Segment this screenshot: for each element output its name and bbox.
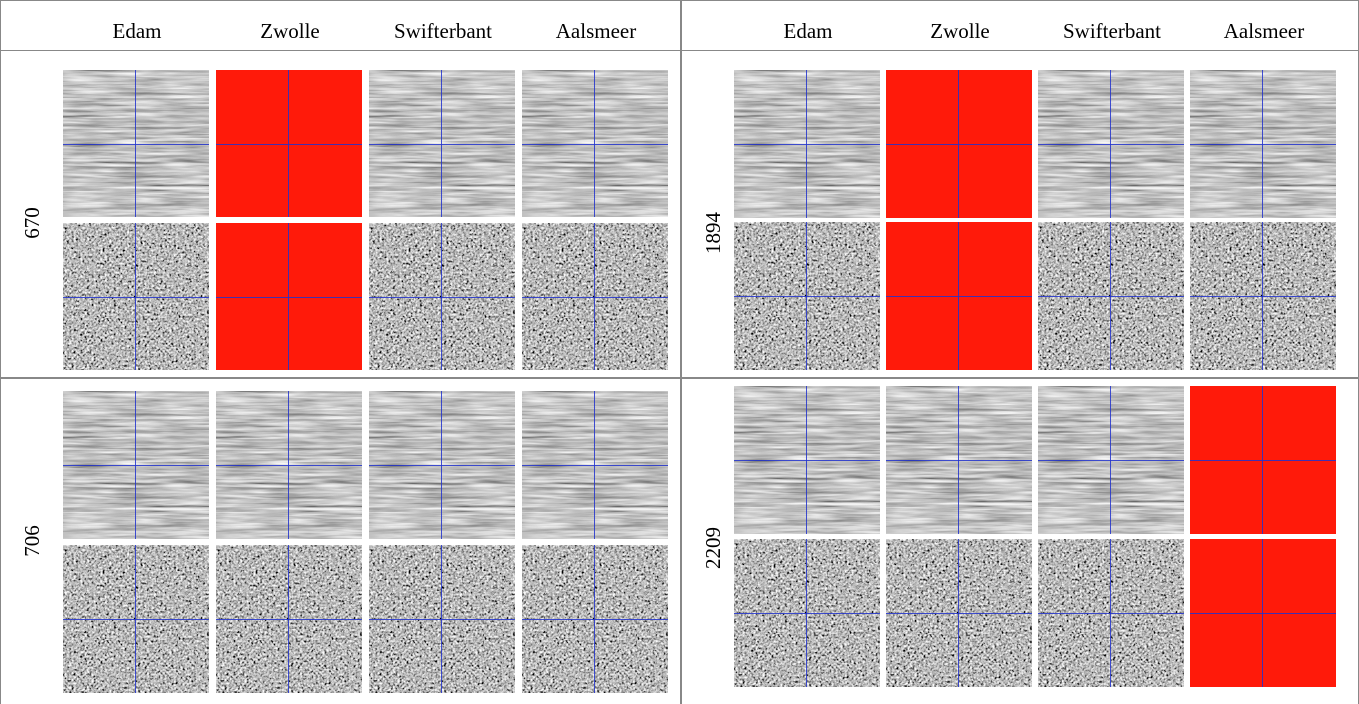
crosshair-horizontal bbox=[1190, 460, 1336, 461]
crosshair-horizontal bbox=[369, 297, 515, 298]
table-divider-vertical bbox=[680, 0, 682, 704]
crosshair-vertical bbox=[135, 223, 136, 370]
tile-706-zwolle-top bbox=[216, 391, 362, 539]
table-border-top bbox=[0, 0, 1359, 1]
tile-2209-aalsmeer-bottom bbox=[1190, 539, 1336, 687]
tile-2209-edam-top bbox=[734, 386, 880, 534]
tile-2209-edam-bottom bbox=[734, 539, 880, 687]
header-edam-right: Edam bbox=[783, 19, 833, 43]
tile-670-aalsmeer-bottom bbox=[522, 223, 668, 370]
tile-1894-edam-top bbox=[734, 70, 880, 218]
tile-1894-swifterbant-bottom bbox=[1038, 222, 1184, 370]
tile-670-swifterbant-top bbox=[369, 70, 515, 217]
crosshair-horizontal bbox=[1190, 144, 1336, 145]
tile-706-swifterbant-top bbox=[369, 391, 515, 539]
tile-670-edam-top bbox=[63, 70, 209, 217]
row-divider bbox=[0, 377, 1359, 379]
tile-670-edam-bottom bbox=[63, 223, 209, 370]
header-divider bbox=[0, 50, 1359, 51]
tile-1894-edam-bottom bbox=[734, 222, 880, 370]
crosshair-vertical bbox=[288, 70, 289, 217]
crosshair-horizontal bbox=[216, 619, 362, 620]
tile-670-zwolle-top bbox=[216, 70, 362, 217]
tile-706-edam-bottom bbox=[63, 545, 209, 693]
crosshair-vertical bbox=[594, 70, 595, 217]
crosshair-horizontal bbox=[734, 460, 880, 461]
tile-670-aalsmeer-top bbox=[522, 70, 668, 217]
crosshair-vertical bbox=[288, 223, 289, 370]
header-zwolle-left: Zwolle bbox=[260, 19, 320, 43]
crosshair-horizontal bbox=[1038, 296, 1184, 297]
crosshair-horizontal bbox=[886, 144, 1032, 145]
tile-706-aalsmeer-bottom bbox=[522, 545, 668, 693]
tile-2209-aalsmeer-top bbox=[1190, 386, 1336, 534]
header-swifterbant-right: Swifterbant bbox=[1063, 19, 1161, 43]
crosshair-horizontal bbox=[369, 144, 515, 145]
crosshair-horizontal bbox=[1190, 613, 1336, 614]
crosshair-horizontal bbox=[886, 296, 1032, 297]
tile-670-zwolle-bottom bbox=[216, 223, 362, 370]
crosshair-horizontal bbox=[886, 460, 1032, 461]
tile-2209-zwolle-top bbox=[886, 386, 1032, 534]
tile-706-aalsmeer-top bbox=[522, 391, 668, 539]
crosshair-horizontal bbox=[216, 465, 362, 466]
crosshair-horizontal bbox=[886, 613, 1032, 614]
tile-706-zwolle-bottom bbox=[216, 545, 362, 693]
header-aalsmeer-right: Aalsmeer bbox=[1223, 19, 1305, 43]
panel-label-1894: 1894 bbox=[701, 212, 725, 254]
tile-1894-swifterbant-top bbox=[1038, 70, 1184, 218]
header-swifterbant-left: Swifterbant bbox=[394, 19, 492, 43]
panel-label-2209: 2209 bbox=[701, 527, 725, 569]
crosshair-horizontal bbox=[734, 613, 880, 614]
crosshair-horizontal bbox=[734, 296, 880, 297]
crosshair-horizontal bbox=[63, 297, 209, 298]
tile-706-swifterbant-bottom bbox=[369, 545, 515, 693]
crosshair-horizontal bbox=[1190, 296, 1336, 297]
header-zwolle-right: Zwolle bbox=[930, 19, 990, 43]
tile-1894-aalsmeer-bottom bbox=[1190, 222, 1336, 370]
crosshair-horizontal bbox=[734, 144, 880, 145]
tile-2209-swifterbant-top bbox=[1038, 386, 1184, 534]
crosshair-horizontal bbox=[1038, 460, 1184, 461]
tile-1894-zwolle-top bbox=[886, 70, 1032, 218]
crosshair-horizontal bbox=[1038, 144, 1184, 145]
tile-706-edam-top bbox=[63, 391, 209, 539]
crosshair-horizontal bbox=[369, 619, 515, 620]
crosshair-vertical bbox=[441, 70, 442, 217]
crosshair-vertical bbox=[594, 223, 595, 370]
crosshair-vertical bbox=[135, 70, 136, 217]
tile-670-swifterbant-bottom bbox=[369, 223, 515, 370]
table-border-left bbox=[0, 0, 1, 704]
tile-2209-swifterbant-bottom bbox=[1038, 539, 1184, 687]
crosshair-horizontal bbox=[522, 465, 668, 466]
crosshair-vertical bbox=[441, 223, 442, 370]
crosshair-horizontal bbox=[522, 144, 668, 145]
crosshair-horizontal bbox=[216, 297, 362, 298]
crosshair-horizontal bbox=[522, 297, 668, 298]
panel-label-706: 706 bbox=[20, 525, 44, 557]
crosshair-horizontal bbox=[63, 619, 209, 620]
panel-label-670: 670 bbox=[20, 207, 44, 239]
crosshair-horizontal bbox=[369, 465, 515, 466]
tile-1894-zwolle-bottom bbox=[886, 222, 1032, 370]
header-aalsmeer-left: Aalsmeer bbox=[555, 19, 637, 43]
tile-1894-aalsmeer-top bbox=[1190, 70, 1336, 218]
crosshair-horizontal bbox=[63, 144, 209, 145]
crosshair-horizontal bbox=[522, 619, 668, 620]
crosshair-horizontal bbox=[63, 465, 209, 466]
tile-2209-zwolle-bottom bbox=[886, 539, 1032, 687]
crosshair-horizontal bbox=[1038, 613, 1184, 614]
crosshair-horizontal bbox=[216, 144, 362, 145]
header-edam-left: Edam bbox=[112, 19, 162, 43]
